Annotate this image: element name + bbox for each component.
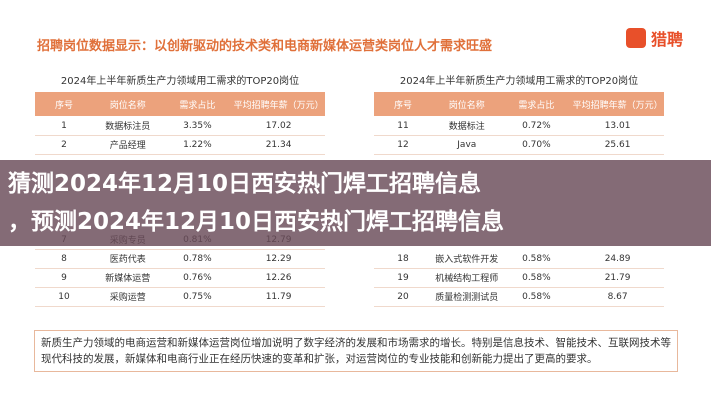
table-cell: 数据标注员 [105,122,151,132]
table-row: 2 产品经理 1.22% 21.34 [35,135,325,155]
header-cell: 需求占比 [518,100,555,111]
table-cell: 12 [397,139,409,150]
table-cell: 8.67 [607,291,628,302]
table-cell: 新媒体运营 [105,274,151,284]
table-row: 18 嵌入式软件开发 0.58% 24.89 [374,249,664,269]
table-cell: Java [457,139,477,150]
table-cell: 0.70% [522,139,551,150]
table-cell: 产品经理 [109,141,146,151]
table-cell: 24.89 [604,253,631,264]
table-cell: 11 [397,120,409,131]
table-cell: 3.35% [183,120,212,131]
header-cell: 平均招聘年薪（万元） [572,100,663,111]
header-cell: 需求占比 [179,100,216,111]
table-cell: 18 [397,253,409,264]
table-title: 2024年上半年新质生产力领域用工需求的TOP20岗位 [399,76,639,87]
table-cell: 1.22% [183,139,212,150]
header-cell: 岗位名称 [109,100,146,111]
table-cell: 19 [397,272,409,283]
table-cell: 21.34 [265,139,292,150]
table-cell: 11.79 [265,291,292,302]
overlay-title: 猜测2024年12月10日西安热门焊工招聘信息 [8,171,482,197]
table-cell: 2 [61,139,67,150]
table-cell: 13.01 [604,120,631,131]
table-body: 11 数据标注 0.72% 13.01 12 Java 0.70% 25.61 18 嵌入式软件开… [374,116,664,307]
table-row: 11 数据标注 0.72% 13.01 [374,116,664,136]
header-row: 序号 岗位名称 需求占比 平均招聘年薪（万元） [35,92,325,116]
table-row: 8 医药代表 0.78% 12.29 [35,249,325,269]
table-cell: 25.61 [604,139,631,150]
header-cell: 序号 [393,100,412,111]
table-cell: 0.78% [183,253,212,264]
logo-text: 猎聘 [650,30,683,49]
table-cell: 9 [61,272,67,283]
table-cell: 医药代表 [109,255,146,265]
table-cell: 0.76% [183,272,212,283]
table-row: 20 质量检测测试员 0.58% 8.67 [374,287,664,307]
table-row: 9 新媒体运营 0.76% 12.26 [35,268,325,288]
table-cell: 0.58% [522,291,551,302]
table-title: 2024年上半年新质生产力领域用工需求的TOP20岗位 [60,76,300,87]
table-cell: 0.58% [522,253,551,264]
table-cell: 1 [61,120,67,131]
note: 新质生产力领域的电商运营和新媒体运营岗位增加说明了数字经济的发展和市场需求的增长… [34,330,678,372]
table-cell: 17.02 [265,120,292,131]
table-row: 19 机械结构工程师 0.58% 21.79 [374,268,664,288]
left-table: 2024年上半年新质生产力领域用工需求的TOP20岗位序号 岗位名称 需求占比 平均招… [35,72,325,307]
table-cell: 21.79 [604,272,631,283]
table-cell: 0.75% [183,291,212,302]
table-row: 10 采购运营 0.75% 11.79 [35,287,325,307]
logo-icon [625,28,646,48]
header-cell: 序号 [54,100,73,111]
table-cell: 数据标注 [448,122,485,132]
table-cell: 20 [397,291,409,302]
header-cell: 岗位名称 [448,100,485,111]
table-body: 1数据标注员3.35%17.022产品经理1.22%21.347采购专员0.81… [35,116,325,307]
right-table: 2024年上半年新质生产力领域用工需求的TOP20岗位序号 岗位名称 需求占比 平均招… [374,72,664,307]
table-cell: 12.26 [265,272,292,283]
table-cell: 8 [61,253,67,264]
header-row: 序号 岗位名称 需求占比 平均招聘年薪（万元） [374,92,664,116]
table-row: 1 数据标注员 3.35% 17.02 [35,116,325,136]
table-cell: 0.72% [522,120,551,131]
table-cell: 0.58% [522,272,551,283]
overlay-title: ，预测2024年12月10日西安热门焊工招聘信息 [8,209,505,235]
overlay-band: 猜测2024年12月10日西安热门焊工招聘信息 ，预测2024年12月10日西安… [0,160,711,246]
table-cell: 12.29 [265,253,292,264]
slide-title: 招聘岗位数据显示：以创新驱动的技术类和电商新媒体运营类岗位人才需求旺盛 [37,39,493,54]
table-cell: 机械结构工程师 [435,274,499,284]
logo: 猎聘 [625,26,683,50]
table-cell: 嵌入式软件开发 [435,255,499,265]
table-cell: 采购运营 [109,293,146,303]
table-cell: 10 [58,291,70,302]
header-cell: 平均招聘年薪（万元） [233,100,324,111]
table-row: 12 Java 0.70% 25.61 [374,135,664,155]
table-cell: 质量检测测试员 [435,293,499,303]
